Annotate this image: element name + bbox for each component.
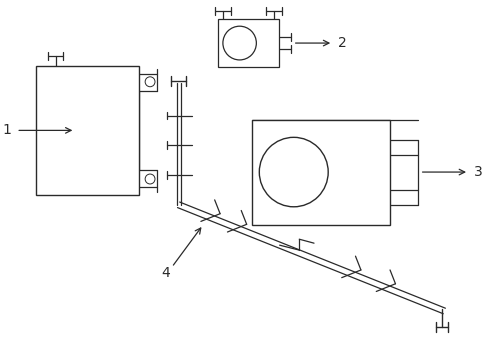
Bar bbox=[218, 19, 279, 67]
Circle shape bbox=[145, 174, 155, 184]
Circle shape bbox=[259, 137, 328, 207]
Bar bbox=[252, 121, 390, 225]
Text: 1: 1 bbox=[2, 123, 11, 138]
Text: 4: 4 bbox=[161, 266, 170, 280]
Circle shape bbox=[145, 77, 155, 87]
Bar bbox=[36, 66, 139, 195]
Circle shape bbox=[223, 26, 256, 60]
Text: 2: 2 bbox=[338, 36, 347, 50]
Text: 3: 3 bbox=[474, 165, 483, 179]
